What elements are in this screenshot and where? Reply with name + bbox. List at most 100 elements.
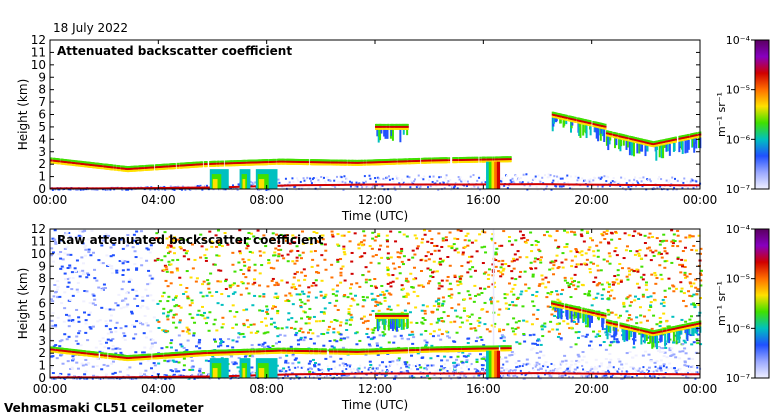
noise-speckle (247, 292, 251, 295)
noise-speckle (448, 231, 452, 234)
noise-speckle (637, 254, 641, 257)
noise-speckle (276, 312, 280, 315)
virga (595, 127, 598, 139)
cloud-core (383, 125, 386, 128)
aerosol-speckle (570, 175, 572, 178)
noise-speckle (446, 255, 450, 258)
noise-speckle (126, 291, 130, 294)
noise-speckle (658, 264, 662, 267)
noise-speckle (383, 296, 387, 299)
noise-speckle (614, 231, 618, 234)
noise-speckle (220, 340, 224, 343)
noise-speckle (187, 258, 191, 261)
noise-speckle (530, 244, 534, 247)
noise-speckle (385, 234, 389, 237)
noise-speckle (372, 336, 376, 339)
noise-speckle (321, 238, 325, 241)
aerosol-speckle (371, 186, 374, 189)
noise-speckle (559, 293, 563, 296)
noise-speckle (699, 247, 703, 250)
noise-speckle (60, 302, 64, 305)
cloud-edge (603, 123, 606, 126)
noise-speckle (554, 310, 558, 313)
cloud-core (463, 158, 466, 161)
noise-speckle (261, 309, 265, 312)
aerosol-speckle (597, 176, 600, 179)
noise-speckle (419, 333, 423, 336)
noise-speckle (697, 234, 701, 237)
cloud-core (387, 160, 390, 163)
noise-speckle (480, 338, 484, 341)
cloud-edge (623, 134, 626, 137)
noise-speckle (69, 298, 73, 301)
noise-speckle (381, 361, 385, 364)
noise-speckle (84, 363, 88, 366)
noise-speckle (180, 345, 184, 348)
noise-speckle (215, 290, 219, 293)
noise-speckle (499, 266, 503, 269)
noise-speckle (690, 248, 694, 251)
cloud-core (380, 125, 383, 128)
cloud-core (391, 125, 394, 128)
cloud-core (62, 160, 65, 163)
x-tick-label: 16:00 (466, 193, 501, 207)
noise-speckle (389, 281, 393, 284)
aerosol-speckle (341, 180, 344, 183)
noise-speckle (341, 346, 345, 349)
aerosol-speckle (527, 181, 530, 184)
aerosol-speckle (618, 181, 621, 184)
noise-speckle (324, 268, 328, 271)
noise-speckle (638, 306, 642, 309)
virga (665, 144, 668, 152)
aerosol-speckle (562, 185, 565, 188)
noise-speckle (152, 316, 156, 319)
noise-speckle (231, 346, 235, 349)
cloud-core (393, 160, 396, 163)
noise-speckle (320, 279, 324, 282)
noise-speckle (277, 340, 281, 343)
noise-speckle (130, 324, 134, 327)
noise-speckle (130, 310, 134, 313)
noise-speckle (202, 280, 206, 283)
noise-speckle (405, 361, 409, 364)
cloud-edge (489, 156, 492, 159)
aerosol-speckle (296, 177, 299, 180)
noise-speckle (67, 325, 71, 328)
cloud-edge (405, 158, 408, 161)
noise-speckle (641, 293, 645, 296)
noise-speckle (138, 372, 142, 375)
virga (380, 129, 383, 134)
aerosol-speckle (680, 180, 683, 183)
noise-speckle (106, 332, 110, 335)
noise-speckle (118, 347, 122, 350)
cloud-edge (434, 157, 437, 160)
noise-speckle (375, 344, 379, 347)
aerosol-speckle (605, 180, 608, 183)
noise-speckle (332, 327, 336, 330)
noise-speckle (596, 292, 600, 295)
noise-speckle (501, 273, 505, 276)
noise-speckle (599, 269, 603, 272)
aerosol-speckle (547, 173, 550, 176)
noise-speckle (220, 326, 224, 329)
aerosol-speckle (442, 181, 445, 184)
cloud-edge (637, 137, 640, 140)
convective-column-2 (239, 169, 251, 189)
noise-speckle (103, 287, 107, 290)
noise-speckle (680, 318, 684, 321)
noise-speckle (603, 237, 607, 240)
noise-speckle (241, 282, 245, 285)
cloud-edge (379, 159, 382, 162)
noise-speckle (178, 276, 182, 279)
noise-speckle (59, 251, 63, 254)
aerosol-speckle (570, 186, 573, 189)
aerosol-speckle (464, 179, 467, 182)
noise-speckle (342, 295, 346, 298)
cloud-edge (303, 159, 306, 162)
noise-speckle (406, 337, 410, 340)
noise-speckle (681, 250, 685, 253)
noise-speckle (95, 365, 99, 368)
noise-speckle (549, 235, 553, 238)
virga (563, 120, 566, 126)
noise-speckle (239, 268, 243, 271)
